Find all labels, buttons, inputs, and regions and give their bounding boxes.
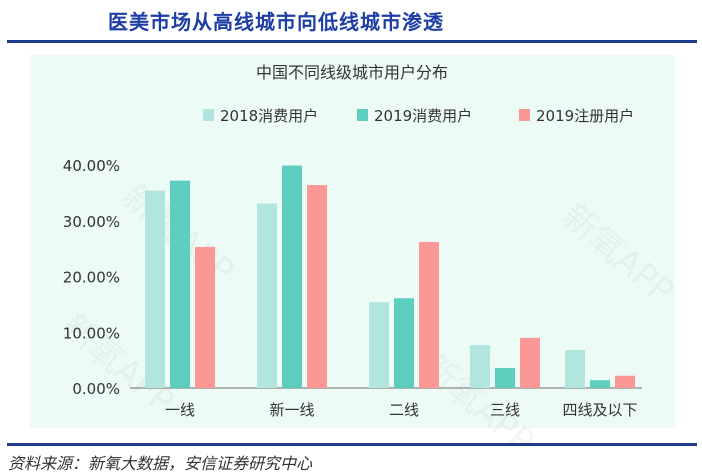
bar [419,241,439,388]
x-tick-label: 一线 [165,401,195,419]
bar [565,350,585,388]
bar [145,190,165,388]
chart-title: 中国不同线级城市用户分布 [256,63,448,82]
legend-swatch [519,109,530,121]
x-tick-label: 新一线 [269,401,314,419]
legend-label: 2018消费用户 [220,107,318,125]
x-tick-label: 三线 [490,401,520,419]
bar [170,180,190,388]
y-tick-label: 20.00% [63,269,120,287]
footer-divider [7,443,697,446]
bar [282,165,302,388]
title-divider [7,40,697,43]
y-tick-label: 40.00% [63,157,120,175]
x-tick-label: 四线及以下 [562,401,637,419]
legend-swatch [357,109,368,121]
bar [495,367,515,388]
bar [257,203,277,388]
bar [520,337,540,388]
legend-swatch [203,109,214,121]
page-title: 医美市场从高线城市向低线城市渗透 [108,10,444,34]
watermark: 新氧APP [554,196,681,312]
legend-label: 2019注册用户 [536,107,634,125]
bar [369,302,389,388]
y-tick-label: 30.00% [63,213,120,231]
bar [590,380,610,388]
bar [470,345,490,388]
bar [307,185,327,388]
legend-label: 2019消费用户 [374,107,472,125]
x-tick-label: 二线 [389,401,419,419]
bar [394,298,414,388]
bar [615,375,635,388]
bar [195,246,215,388]
source-note: 资料来源：新氧大数据，安信证券研究中心 [8,454,313,473]
y-tick-label: 0.00% [72,380,120,398]
y-tick-label: 10.00% [63,324,120,342]
